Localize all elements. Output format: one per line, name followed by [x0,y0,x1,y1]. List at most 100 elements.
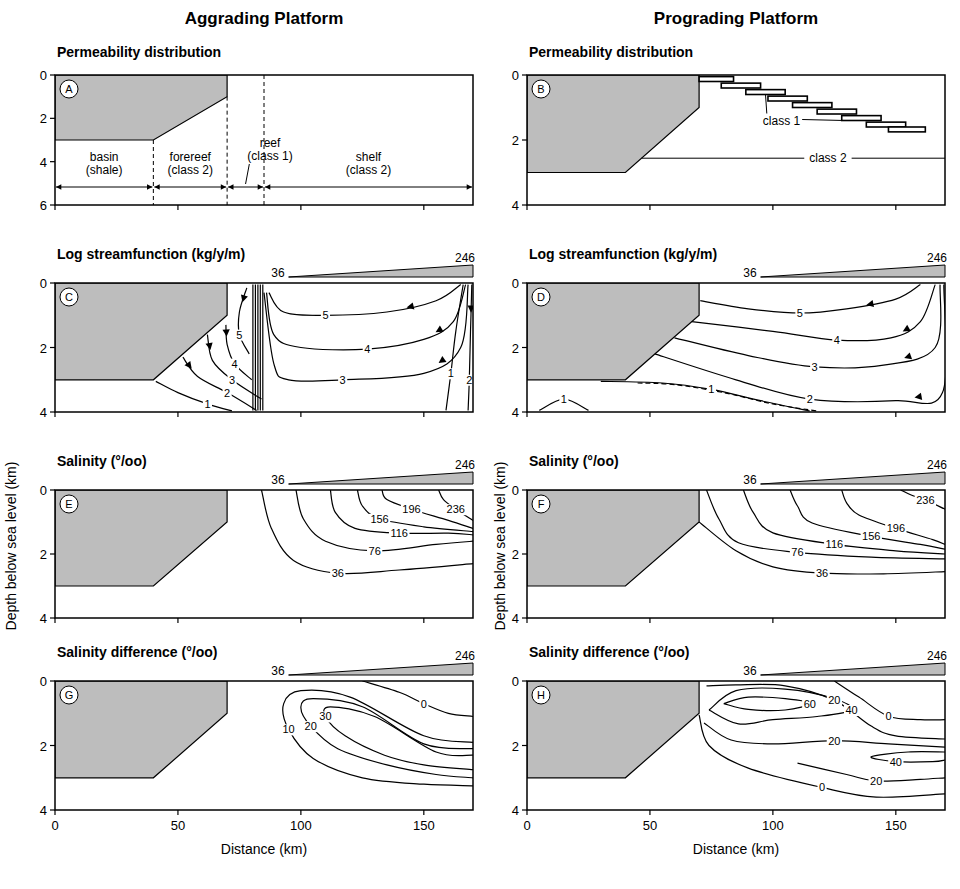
x-tick [649,618,650,623]
label-background [389,528,410,539]
contour-line [269,285,461,316]
panel-letter-circle [60,288,78,306]
contour-line [655,285,945,404]
label-background [445,504,466,515]
y-tick [50,617,55,618]
contour-label: 2 [224,387,230,399]
x-tick-label: 100 [290,818,312,833]
contour-line [638,383,818,411]
label-background [824,539,845,550]
contour-line [446,285,463,411]
leader-line [246,164,250,184]
class1-layer [817,109,856,114]
zone-arrowhead [221,184,226,189]
flow-arrow [223,329,230,336]
contour-label: 3 [812,361,818,373]
x-tick [177,810,178,815]
x-tick [54,810,55,815]
contour-label: 5 [322,309,328,321]
y-tick [50,411,55,412]
y-tick [522,617,527,618]
x-tick [895,810,896,815]
panel-letter: D [537,291,545,303]
y-tick-label: 2 [512,547,519,562]
flow-arrow [436,326,444,333]
panel-letter: C [65,291,73,303]
label-background [419,699,428,710]
salinity-end-label: 246 [927,458,947,472]
y-tick [50,204,55,205]
contour-label: 0 [819,781,825,793]
contour-label: 4 [834,334,840,346]
column-header: Aggrading Platform [185,9,344,28]
contour-label: 0 [885,710,891,722]
y-axis-title: Depth below sea level (km) [3,462,19,631]
contour-label: 2 [466,374,472,386]
contour-label: 3 [229,374,235,386]
panel-title: Salinity difference (°/oo) [57,644,217,660]
y-tick [522,347,527,348]
x-tick [177,205,178,210]
y-tick [50,553,55,554]
panel-d: 543211024Log streamfunction (kg/y/m)D362… [512,246,948,420]
y-tick [50,282,55,283]
y-tick-label: 0 [40,68,47,83]
flow-arrow [185,361,192,369]
x-tick [895,618,896,623]
contour-line [257,285,258,411]
panel-letter-circle [532,80,550,98]
class1-layer [699,77,733,82]
contour-line [704,723,945,747]
label-background [810,362,819,373]
salinity-start-label: 36 [271,266,285,280]
grey-region [55,681,227,778]
label-background [827,736,842,747]
label-background [795,308,804,319]
zone-extent [265,187,472,188]
y-tick-label: 0 [512,674,519,689]
contour-line [283,690,473,786]
y-tick-label: 2 [40,341,47,356]
salinity-wedge [289,472,473,484]
contour-line [707,684,946,739]
label-background [832,335,841,346]
grey-region [527,283,699,380]
panel-a: basin(shale)forereef(class 2)reef(class … [40,44,473,213]
panel-letter: B [537,83,544,95]
contour-label: 236 [447,503,465,515]
x-tick [423,618,424,623]
labels: 5432154321 [203,309,474,410]
zone-boundary [153,140,154,205]
contour-label: 196 [402,503,420,515]
contour-line [252,285,253,411]
y-tick-label: 0 [40,674,47,689]
x-tick-label: 150 [885,818,907,833]
label-background [446,368,455,379]
salinity-start-label: 36 [743,473,757,487]
zone-name: forereef [170,150,212,164]
plot-area [527,681,945,797]
contour-label: 1 [561,393,567,405]
contour-line [156,381,232,411]
y-tick-label: 2 [512,341,519,356]
contour-label: 236 [916,494,934,506]
plot-frame [55,75,473,205]
panel-title: Salinity (°/oo) [529,453,619,469]
y-tick [522,282,527,283]
contour-label: 20 [828,694,840,706]
plot-area [55,681,473,786]
panel-title: Log streamfunction (kg/y/m) [57,246,245,262]
panel-letter-circle [532,288,550,306]
contour-line [675,285,941,368]
contour-label: 76 [369,545,381,557]
flow-arrow [866,300,874,307]
contour-line [790,490,945,549]
plot-frame [527,75,945,205]
salinity-wedge [761,472,945,484]
class1-layer [793,103,832,108]
y-tick [522,139,527,140]
label-background [223,388,232,399]
grey-region [55,490,227,586]
y-tick-label: 4 [512,198,519,213]
x-tick [54,205,55,210]
